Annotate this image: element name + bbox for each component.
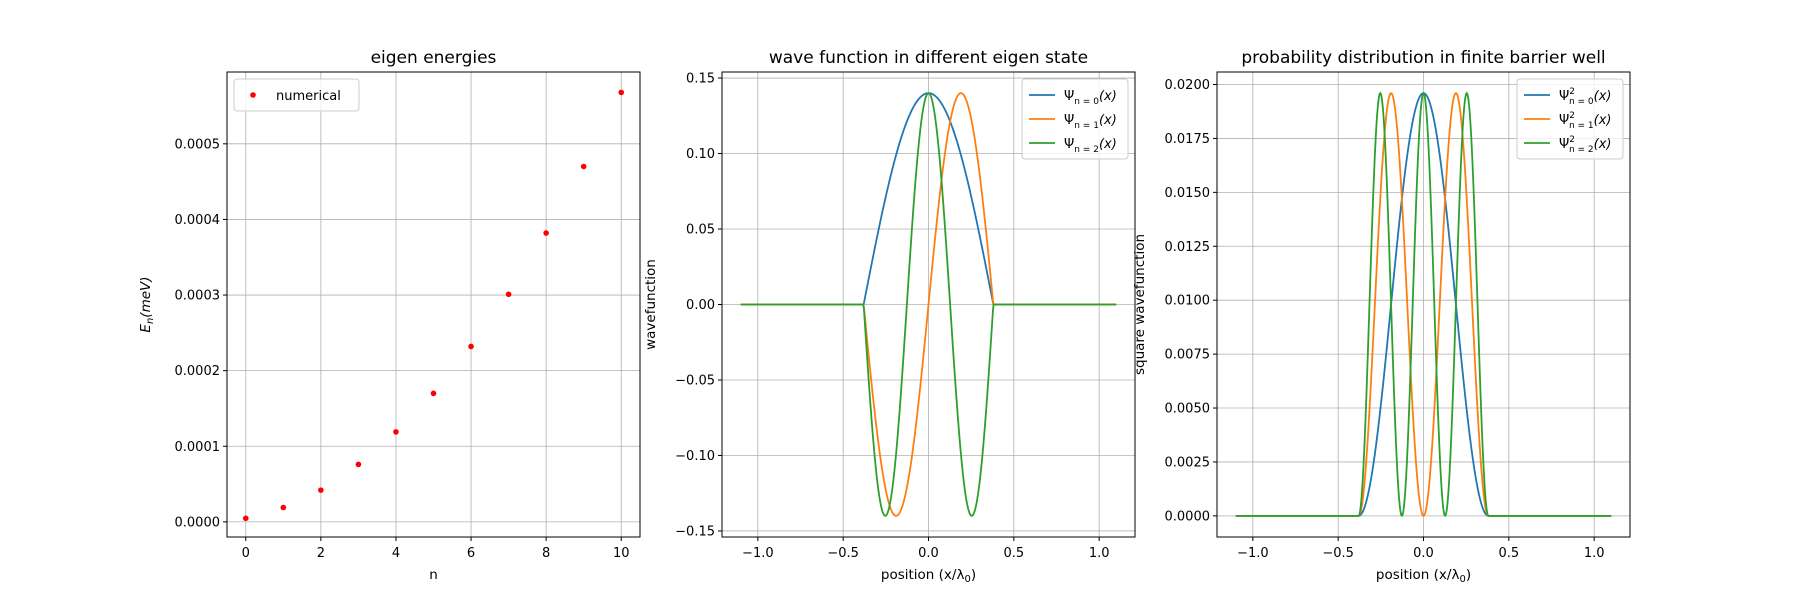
legend: Ψ2 n = 0(x) Ψ2 n = 1(x) Ψ2 n = 2(x) [1516,78,1624,160]
chart-panel-2: −1.0 −0.5 0.0 0.5 1.0 0.0000 0.0025 0.0050 0.007… [1132,48,1631,585]
data-point [505,291,512,298]
y-tick-label: 0.0000 [175,515,221,530]
y-tick-label: 0.00 [686,298,715,313]
y-tick-label: 0.0150 [1165,186,1211,201]
x-axis-label: n [429,567,438,583]
x-axis-label: position (x/λ0) [1376,567,1471,585]
series-line [740,92,1117,517]
y-tick-label: 0.0125 [1165,240,1211,255]
x-tick-label: 2 [317,546,325,561]
x-tick-label: 8 [542,546,550,561]
chart-title: probability distribution in finite barri… [1241,48,1605,68]
legend-box [233,78,360,112]
data-point [580,163,587,170]
y-tick-label: 0.10 [686,147,715,162]
y-tick-label: 0.0005 [175,137,221,152]
data-point [393,429,399,435]
legend-label: Ψ2 n = 0(x) [1559,87,1612,107]
x-tick-label: −1.0 [1237,546,1269,561]
legend-label: Ψn = 0(x) [1064,89,1117,107]
y-tick-label: 0.0002 [175,364,221,379]
data-point [318,487,324,493]
y-tick-label: 0.0000 [1165,509,1211,524]
y-tick-label: 0.0050 [1165,402,1211,417]
data-point [543,230,549,236]
legend: numerical [233,78,360,112]
data-point [355,461,362,468]
x-tick-label: 6 [467,546,475,561]
x-tick-label: 0 [242,546,250,561]
x-tick-label: −0.5 [827,546,859,561]
legend: Ψn = 0(x) Ψn = 1(x) Ψn = 2(x) [1021,78,1129,160]
data-point [242,515,249,522]
chart-panel-0: 0 2 4 6 8 10 0.0000 0.0001 0.0002 0.0003 0.0004 0.0… [138,48,641,583]
data-point [430,390,437,397]
y-tick-label: 0.0001 [175,440,221,455]
legend-label: Ψ2 n = 2(x) [1559,135,1612,155]
x-tick-label: 1.0 [1584,546,1605,561]
x-tick-label: 0.5 [1003,546,1024,561]
data-point [468,343,474,350]
x-tick-label: 0.0 [1413,546,1434,561]
y-axis-label: square wavefunction [1132,234,1148,375]
y-tick-label: 0.0200 [1165,78,1211,93]
x-tick-label: 4 [392,546,400,561]
legend-box [1516,78,1624,160]
y-axis-label: wavefunction [643,259,659,350]
y-tick-label: −0.05 [675,373,715,388]
y-tick-label: 0.05 [686,223,715,238]
chart-title: eigen energies [371,48,497,68]
legend-marker [250,92,256,98]
x-tick-label: −0.5 [1322,546,1354,561]
axes-frame [226,71,641,538]
data-point [618,89,625,96]
grid [227,72,640,537]
plot-area [242,89,625,522]
plot-area [740,92,1117,517]
data-point [280,504,287,511]
x-tick-label: 0.5 [1498,546,1519,561]
legend-label: Ψn = 1(x) [1064,113,1117,131]
y-tick-label: 0.0075 [1165,348,1211,363]
y-tick-label: 0.0003 [175,289,221,304]
legend-box [1021,78,1129,160]
chart-panel-1: −1.0 −0.5 0.0 0.5 1.0 −0.15 −0.10 −0.05 0.00 0.05… [643,48,1136,585]
y-axis-label: En(meV) [138,276,156,332]
y-tick-label: 0.0025 [1165,455,1211,470]
x-tick-label: 0.0 [918,546,939,561]
y-tick-label: 0.0004 [175,213,221,228]
legend-label: numerical [276,89,341,104]
y-tick-label: 0.0175 [1165,132,1211,147]
y-tick-label: −0.15 [675,524,715,539]
y-tick-label: 0.0100 [1165,294,1211,309]
plot-area [1235,91,1612,517]
chart-title: wave function in different eigen state [769,48,1088,68]
x-tick-label: −1.0 [742,546,774,561]
y-tick-label: −0.10 [675,449,715,464]
series-line [1235,91,1612,517]
x-tick-label: 1.0 [1089,546,1110,561]
x-tick-label: 10 [613,546,630,561]
x-axis-label: position (x/λ0) [881,567,976,585]
y-tick-label: 0.15 [686,72,715,87]
legend-label: Ψn = 2(x) [1064,137,1117,155]
legend-label: Ψ2 n = 1(x) [1559,111,1612,131]
